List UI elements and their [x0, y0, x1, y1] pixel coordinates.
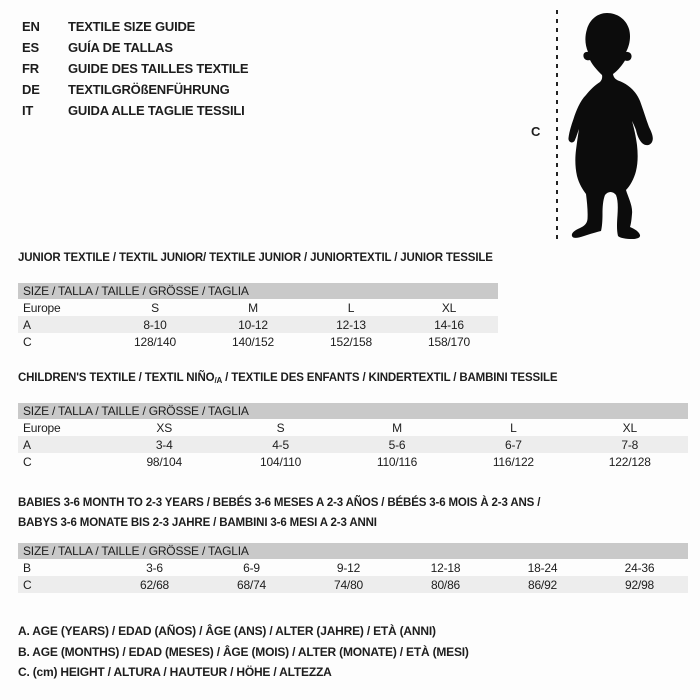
table-row-height: C 62/68 68/74 74/80 80/86 86/92 92/98	[18, 576, 688, 593]
section-heading-babies: BABIES 3-6 MONTH TO 2-3 YEARS / BEBÉS 3-…	[18, 493, 658, 533]
table-cell: 3-6	[146, 560, 163, 575]
table-row-height: C 98/104 104/110 110/116 116/122 122/128	[18, 453, 688, 470]
table-cell: 116/122	[492, 454, 534, 469]
heading-text: / TEXTILE DES ENFANTS / KINDERTEXTIL / B…	[222, 372, 558, 384]
section-heading-children: CHILDREN'S TEXTILE / TEXTIL NIÑO/A / TEX…	[18, 371, 558, 388]
table-cell: 128/140	[134, 334, 176, 349]
table-cell: 4-5	[222, 436, 339, 453]
table-cell: 3-4	[106, 436, 223, 453]
footnotes: A. AGE (YEARS) / EDAD (AÑOS) / ÂGE (ANS)…	[18, 621, 469, 683]
table-cell: M	[392, 420, 402, 435]
height-measure-dotted-line	[556, 10, 558, 244]
table-cell: L	[347, 300, 355, 315]
junior-size-table: SIZE / TALLA / TAILLE / GRÖSSE / TAGLIA …	[18, 283, 498, 350]
table-cell: 62/68	[106, 576, 203, 593]
table-row-europe: Europe S M L XL	[18, 299, 498, 316]
measure-label-c: C	[531, 124, 541, 139]
table-cell: 18-24	[527, 560, 558, 575]
footnote-c: C. (cm) HEIGHT / ALTURA / HAUTEUR / HÖHE…	[18, 665, 332, 679]
table-cell: 10-12	[204, 316, 302, 333]
table-header-row: SIZE / TALLA / TAILLE / GRÖSSE / TAGLIA	[18, 403, 688, 419]
table-header-row: SIZE / TALLA / TAILLE / GRÖSSE / TAGLIA	[18, 543, 688, 559]
row-label: Europe	[23, 300, 61, 315]
language-code: EN	[22, 19, 40, 34]
heading-line1: BABIES 3-6 MONTH TO 2-3 YEARS / BEBÉS 3-…	[18, 497, 541, 509]
table-cell: 8-10	[106, 316, 204, 333]
row-label: B	[23, 560, 31, 575]
table-cell: 9-12	[336, 560, 361, 575]
heading-line2: BABYS 3-6 MONATE BIS 2-3 JAHRE / BAMBINI…	[18, 517, 377, 529]
table-row-months: B 3-6 6-9 9-12 12-18 18-24 24-36	[18, 559, 688, 576]
language-list: EN TEXTILE SIZE GUIDE ES GUÍA DE TALLAS …	[22, 16, 249, 121]
heading-text: CHILDREN'S TEXTILE / TEXTIL NIÑO	[18, 372, 215, 384]
heading-subscript: /A	[214, 376, 223, 385]
size-header-cell: SIZE / TALLA / TAILLE / GRÖSSE / TAGLIA	[18, 283, 498, 299]
language-code: ES	[22, 40, 39, 55]
table-row-height: C 128/140 140/152 152/158 158/170	[18, 333, 498, 350]
table-cell: 122/128	[608, 454, 651, 469]
language-title: GUIDA ALLE TAGLIE TESSILI	[68, 103, 245, 118]
table-cell: L	[510, 420, 517, 435]
toddler-silhouette-icon	[568, 13, 653, 239]
table-cell: 7-8	[571, 436, 688, 453]
table-cell: 6-9	[243, 560, 260, 575]
table-cell: 12-13	[302, 316, 400, 333]
table-header-row: SIZE / TALLA / TAILLE / GRÖSSE / TAGLIA	[18, 283, 498, 299]
table-row-age: A 8-10 10-12 12-13 14-16	[18, 316, 498, 333]
table-cell: 92/98	[591, 576, 688, 593]
table-cell: XS	[156, 420, 172, 435]
row-label: Europe	[23, 420, 61, 435]
table-cell: 74/80	[300, 576, 397, 593]
table-cell: 152/158	[330, 334, 372, 349]
table-cell: 12-18	[430, 560, 461, 575]
table-cell: 140/152	[232, 334, 274, 349]
table-cell: 86/92	[494, 576, 591, 593]
table-cell: 80/86	[397, 576, 494, 593]
table-cell: S	[151, 300, 159, 315]
language-row-it: IT GUIDA ALLE TAGLIE TESSILI	[22, 100, 248, 121]
language-code: FR	[22, 61, 39, 76]
language-title: TEXTILGRÖßENFÜHRUNG	[68, 82, 230, 97]
language-code: IT	[22, 103, 34, 118]
footnote-b: B. AGE (MONTHS) / EDAD (MESES) / ÂGE (MO…	[18, 644, 469, 659]
table-cell: M	[248, 300, 258, 315]
table-row-europe: Europe XS S M L XL	[18, 419, 688, 436]
table-cell: 14-16	[400, 316, 498, 333]
table-cell: 110/116	[376, 454, 418, 469]
row-label: A	[18, 316, 106, 333]
table-cell: S	[276, 420, 285, 435]
language-title: GUIDE DES TAILLES TEXTILE	[68, 61, 249, 76]
footnote-a: A. AGE (YEARS) / EDAD (AÑOS) / ÂGE (ANS)…	[18, 624, 436, 638]
table-cell: 98/104	[146, 454, 182, 469]
size-header-cell: SIZE / TALLA / TAILLE / GRÖSSE / TAGLIA	[18, 403, 688, 419]
table-cell: XL	[622, 420, 637, 435]
language-row-de: DE TEXTILGRÖßENFÜHRUNG	[22, 79, 248, 100]
language-row-fr: FR GUIDE DES TAILLES TEXTILE	[22, 58, 249, 79]
table-row-age: A 3-4 4-5 5-6 6-7 7-8	[18, 436, 688, 453]
language-row-en: EN TEXTILE SIZE GUIDE	[22, 16, 248, 37]
size-header-cell: SIZE / TALLA / TAILLE / GRÖSSE / TAGLIA	[18, 543, 688, 559]
table-cell: 158/170	[428, 334, 470, 349]
row-label: C	[18, 576, 106, 593]
row-label: A	[18, 436, 106, 453]
table-cell: 6-7	[455, 436, 572, 453]
language-code: DE	[22, 82, 40, 97]
table-cell: XL	[441, 300, 457, 315]
table-cell: 5-6	[338, 436, 456, 453]
table-cell: 24-36	[624, 560, 655, 575]
row-label: C	[23, 334, 32, 349]
babies-size-table: SIZE / TALLA / TAILLE / GRÖSSE / TAGLIA …	[18, 543, 688, 593]
table-cell: 68/74	[203, 576, 300, 593]
table-cell: 104/110	[260, 454, 302, 469]
language-row-es: ES GUÍA DE TALLAS	[22, 37, 248, 58]
language-title: TEXTILE SIZE GUIDE	[68, 19, 196, 34]
section-heading-junior: JUNIOR TEXTILE / TEXTIL JUNIOR/ TEXTILE …	[18, 252, 493, 264]
language-title: GUÍA DE TALLAS	[68, 40, 173, 55]
row-label: C	[23, 454, 32, 469]
children-size-table: SIZE / TALLA / TAILLE / GRÖSSE / TAGLIA …	[18, 403, 688, 470]
